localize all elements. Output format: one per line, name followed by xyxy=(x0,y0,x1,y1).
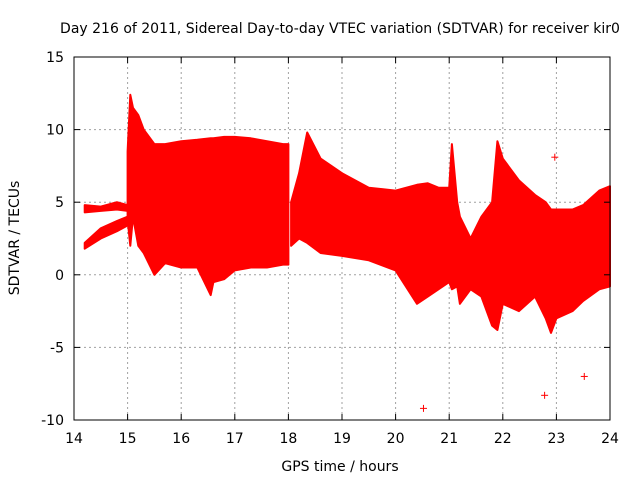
x-tick-label: 14 xyxy=(65,431,83,447)
x-tick-label: 15 xyxy=(119,431,137,447)
outlier-point xyxy=(419,404,427,412)
outlier-point xyxy=(551,153,559,161)
x-tick-label: 20 xyxy=(387,431,405,447)
chart-title: Day 216 of 2011, Sidereal Day-to-day VTE… xyxy=(60,21,620,37)
x-tick-label: 18 xyxy=(279,431,297,447)
data-layer xyxy=(83,93,611,412)
x-tick-label: 24 xyxy=(601,431,619,447)
x-axis-label: GPS time / hours xyxy=(281,459,398,475)
data-band xyxy=(290,131,451,305)
outlier-point xyxy=(541,391,549,399)
tick-layer: 14 15 16 17 18 19 20 21 22 23 24 -10 -5 0 5 10 15 xyxy=(41,50,619,447)
data-band xyxy=(83,201,129,214)
x-tick-label: 22 xyxy=(494,431,512,447)
y-axis-label: SDTVAR / TECUs xyxy=(7,181,23,296)
data-band xyxy=(83,215,129,250)
outlier-point xyxy=(580,372,588,380)
y-tick-label: 0 xyxy=(55,268,64,284)
x-tick-label: 21 xyxy=(440,431,458,447)
x-tick-label: 23 xyxy=(547,431,565,447)
x-tick-label: 16 xyxy=(172,431,190,447)
y-tick-label: 15 xyxy=(46,50,64,66)
y-tick-label: 5 xyxy=(55,195,64,211)
data-band xyxy=(126,93,290,297)
y-tick-label: 10 xyxy=(46,123,64,139)
y-tick-label: -10 xyxy=(41,413,64,429)
y-tick-label: -5 xyxy=(50,340,64,356)
data-band xyxy=(448,140,611,334)
x-tick-label: 19 xyxy=(333,431,351,447)
x-tick-label: 17 xyxy=(226,431,244,447)
